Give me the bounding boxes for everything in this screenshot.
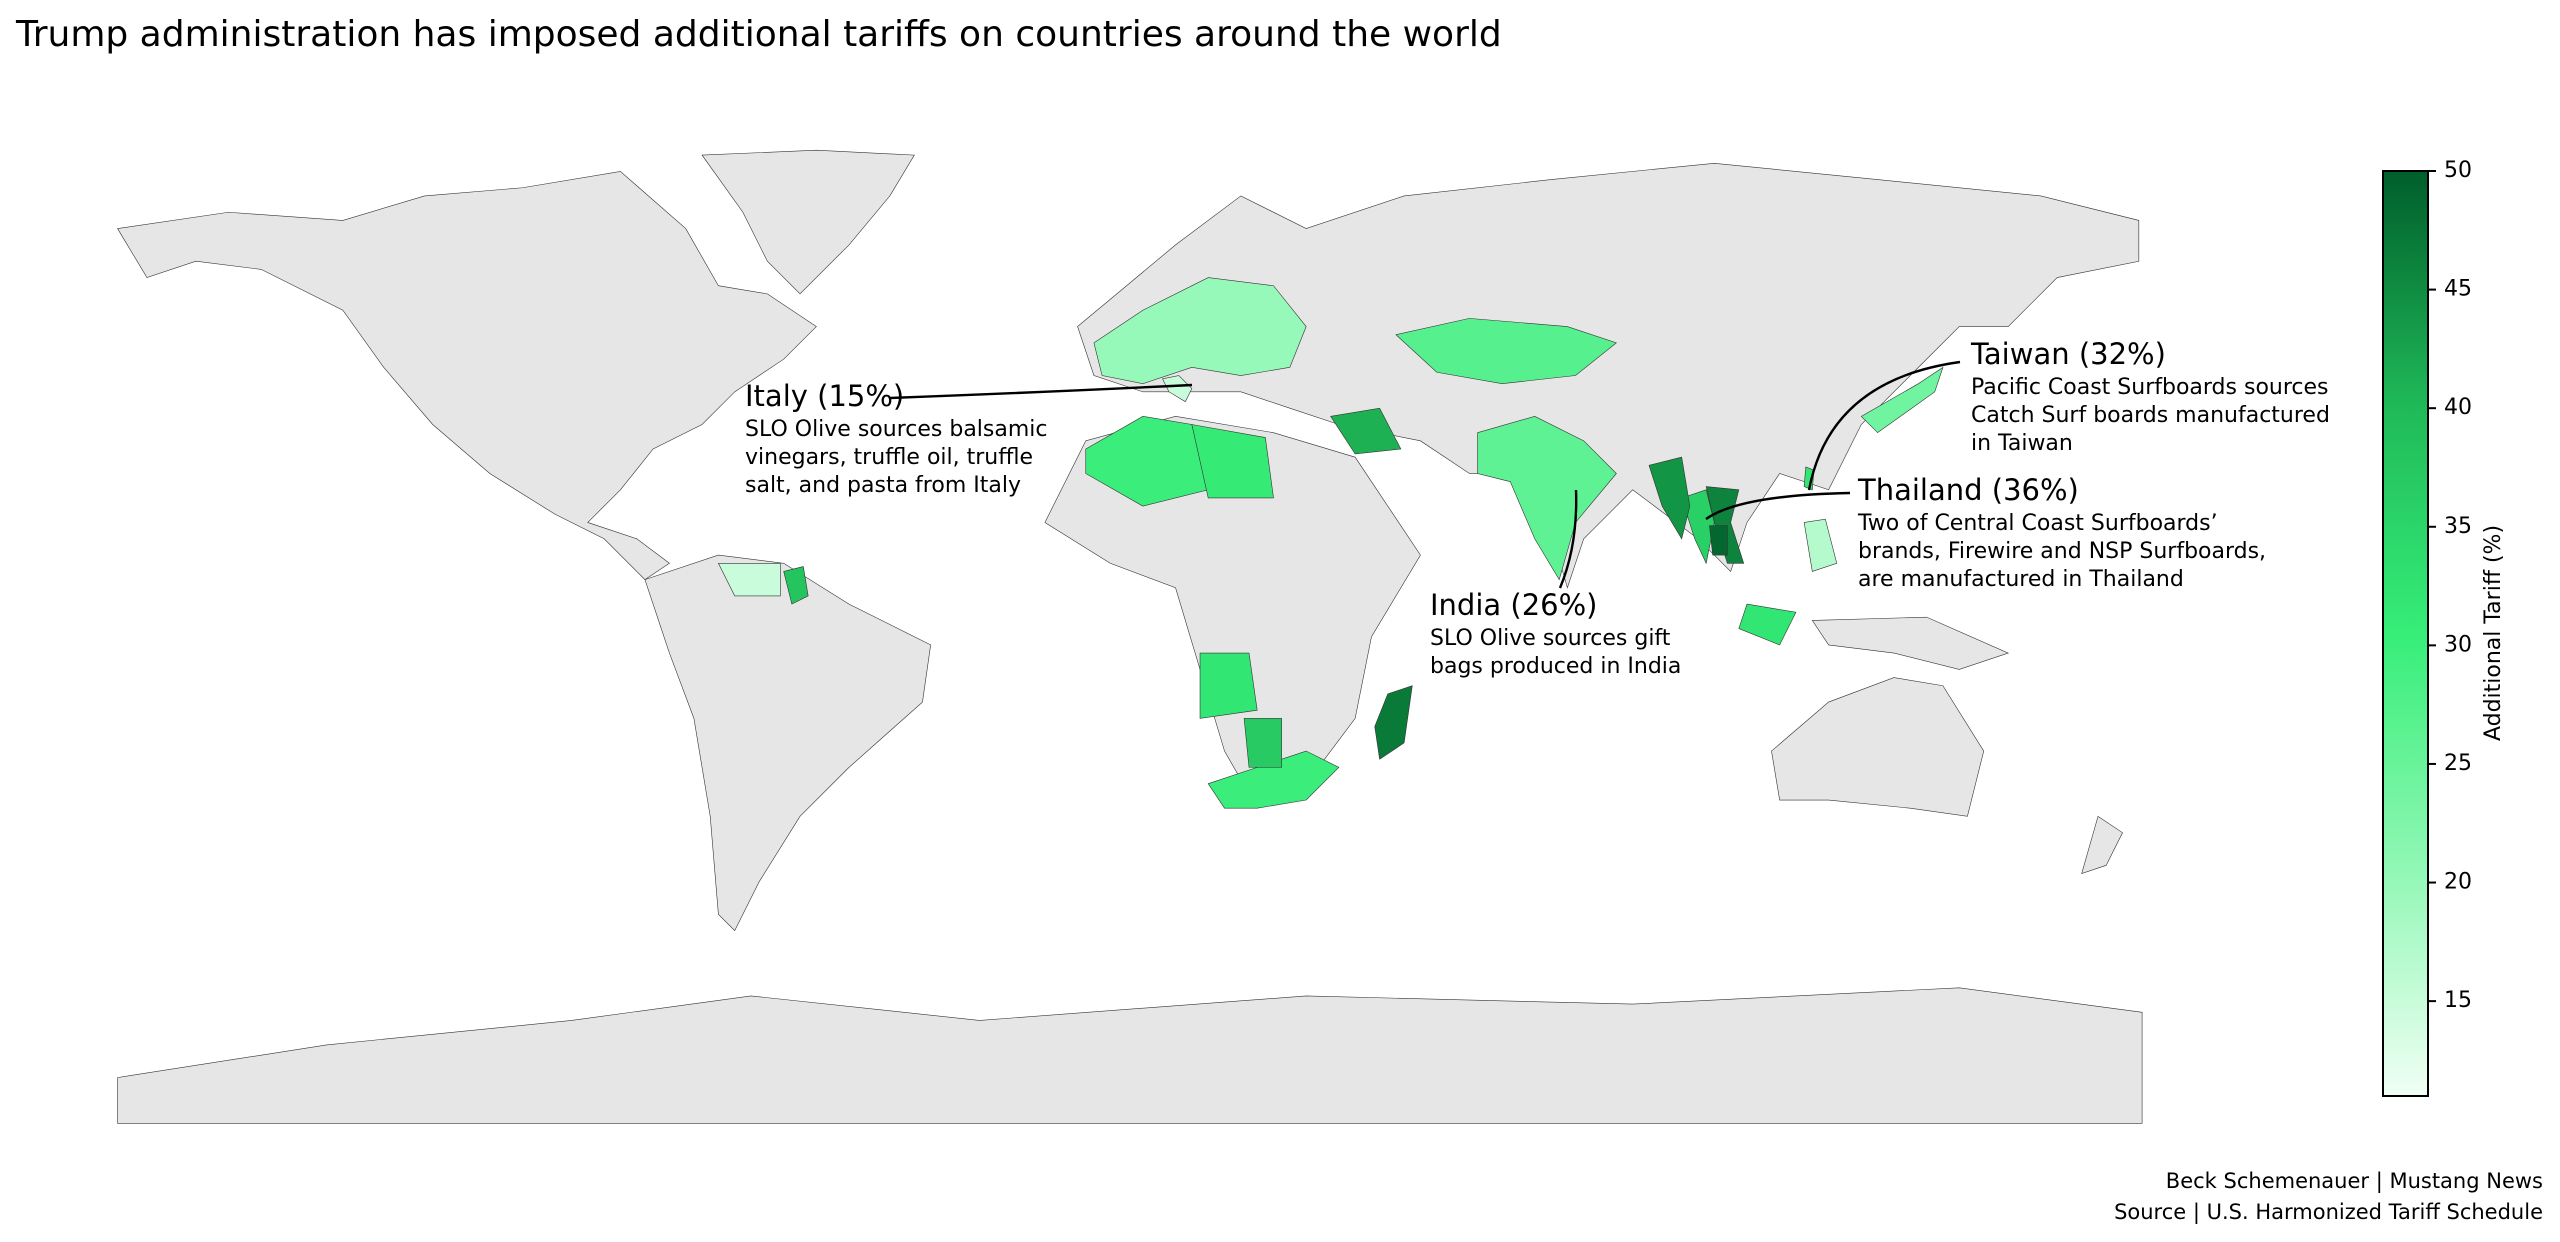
annotation-text: SLO Olive sources balsamic — [745, 417, 1048, 442]
country — [1709, 526, 1727, 555]
annotation-text: salt, and pasta from Italy — [745, 473, 1021, 498]
country — [1162, 376, 1191, 402]
annotation-text: Pacific Coast Surfboards sources — [1971, 375, 2329, 400]
country — [1331, 408, 1401, 454]
annotation-text: brands, Firewire and NSP Surfboards, — [1858, 539, 2266, 564]
colorbar-tick-label: 35 — [2444, 514, 2472, 539]
map-title: Trump administration has imposed additio… — [15, 14, 1502, 55]
annotation-title: India (26%) — [1430, 588, 1597, 622]
land — [1812, 617, 2008, 669]
land — [1078, 163, 2139, 588]
land — [118, 988, 2143, 1124]
country — [1649, 457, 1690, 539]
annotation-text: SLO Olive sources gift — [1430, 626, 1671, 651]
annotation-text: vinegars, truffle oil, truffle — [745, 445, 1033, 470]
land — [702, 150, 914, 294]
colorbar-tick-label: 25 — [2444, 751, 2472, 776]
colorbar-label: Additional Tariff (%) — [2481, 525, 2506, 741]
annotation-title: Taiwan (32%) — [1970, 337, 2166, 371]
country — [1192, 425, 1274, 498]
country — [1478, 416, 1617, 579]
world-map — [118, 150, 2143, 1123]
land — [645, 555, 931, 931]
country — [1804, 467, 1814, 490]
colorbar-tick-label: 20 — [2444, 870, 2472, 895]
colorbar — [2382, 170, 2429, 1097]
country — [1396, 318, 1616, 383]
country — [1094, 278, 1306, 384]
leader-line — [1558, 489, 1578, 589]
annotation-text: bags produced in India — [1430, 654, 1681, 679]
credit: Beck Schemenauer | Mustang News — [2166, 1169, 2543, 1194]
colorbar-tick-label: 30 — [2444, 632, 2472, 657]
country — [1682, 490, 1715, 563]
annotation-text: Catch Surf boards manufactured — [1971, 403, 2330, 428]
credit: Source | U.S. Harmonized Tariff Schedule — [2114, 1200, 2543, 1225]
annotation-text: Two of Central Coast Surfboards’ — [1857, 511, 2218, 536]
country — [1375, 686, 1413, 759]
annotation-text: in Taiwan — [1971, 431, 2073, 456]
colorbar-tick-label: 45 — [2444, 277, 2472, 302]
annotation-title: Italy (15%) — [745, 379, 904, 413]
annotation-title: Thailand (36%) — [1857, 473, 2079, 507]
country — [1200, 653, 1257, 718]
colorbar-tick-label: 15 — [2444, 988, 2472, 1013]
country — [1861, 367, 1943, 432]
annotation-text: are manufactured in Thailand — [1858, 567, 2184, 592]
country — [1804, 519, 1837, 571]
country — [784, 567, 808, 605]
leader-line — [1807, 360, 1961, 491]
land — [2082, 816, 2123, 873]
colorbar-tick-label: 50 — [2444, 158, 2472, 183]
land — [1771, 678, 1983, 817]
colorbar-tick-label: 40 — [2444, 395, 2472, 420]
country — [1244, 718, 1282, 767]
country — [718, 563, 780, 596]
leader-line — [889, 383, 1193, 400]
leader-line — [1705, 491, 1851, 520]
land — [118, 171, 817, 579]
country — [1739, 604, 1796, 645]
